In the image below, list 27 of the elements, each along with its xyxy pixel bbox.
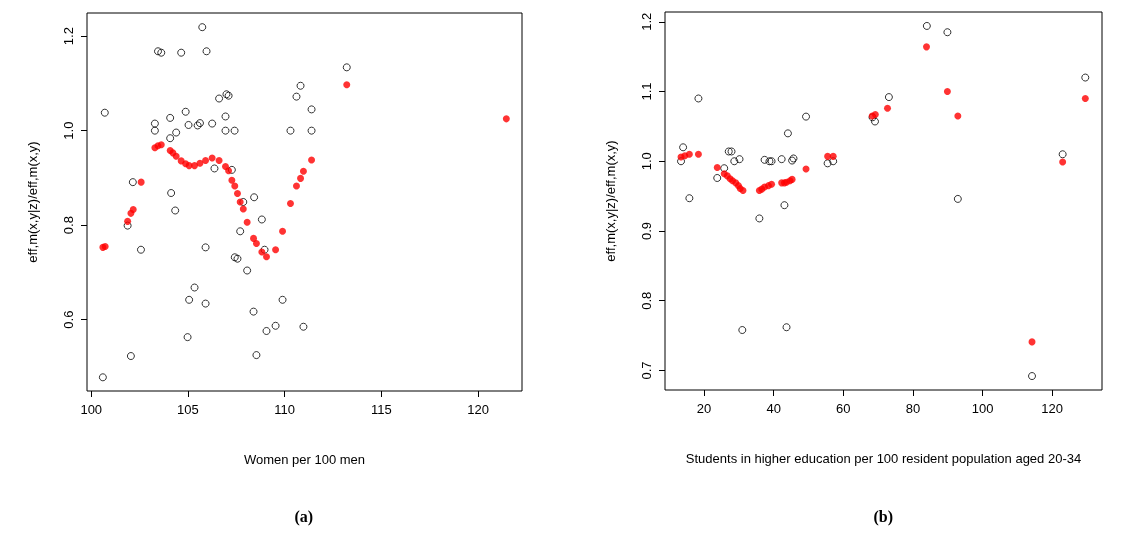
x-tick-label: 40 <box>766 401 781 416</box>
y-tick-label: 1.0 <box>639 152 654 171</box>
x-tick-label: 115 <box>371 402 392 417</box>
y-tick-label: 1.2 <box>61 27 76 46</box>
y-tick-label: 0.9 <box>639 221 654 241</box>
x-tick-label: 120 <box>467 402 489 417</box>
y-tick-label: 1.0 <box>61 121 76 140</box>
x-tick-label: 100 <box>80 402 103 417</box>
x-tick-label: 20 <box>696 401 712 416</box>
x-axis-title: Women per 100 men <box>243 452 366 467</box>
x-tick-label: 100 <box>971 401 994 416</box>
y-axis-title: eff,m(x,y|z)/eff,m(x,y) <box>603 140 618 262</box>
y-tick-label: 0.8 <box>61 216 76 235</box>
y-tick-label: 1.2 <box>639 12 654 31</box>
y-axis-title: eff,m(x,y|z)/eff,m(x,y) <box>25 141 40 263</box>
x-tick-label: 105 <box>177 402 199 417</box>
y-tick-label: 0.6 <box>61 310 76 329</box>
y-tick-label: 0.8 <box>639 291 654 310</box>
x-tick-label: 110 <box>274 402 296 417</box>
x-axis-title: Students in higher education per 100 resident population aged 20-34 <box>685 451 1082 466</box>
x-tick-label: 60 <box>836 401 851 416</box>
x-tick-label: 120 <box>1041 401 1064 416</box>
text: (a) <box>294 507 314 526</box>
text: (b) <box>873 507 894 526</box>
y-tick-label: 1.1 <box>639 82 654 101</box>
y-tick-label: 0.7 <box>639 361 654 380</box>
x-tick-label: 80 <box>905 401 921 416</box>
